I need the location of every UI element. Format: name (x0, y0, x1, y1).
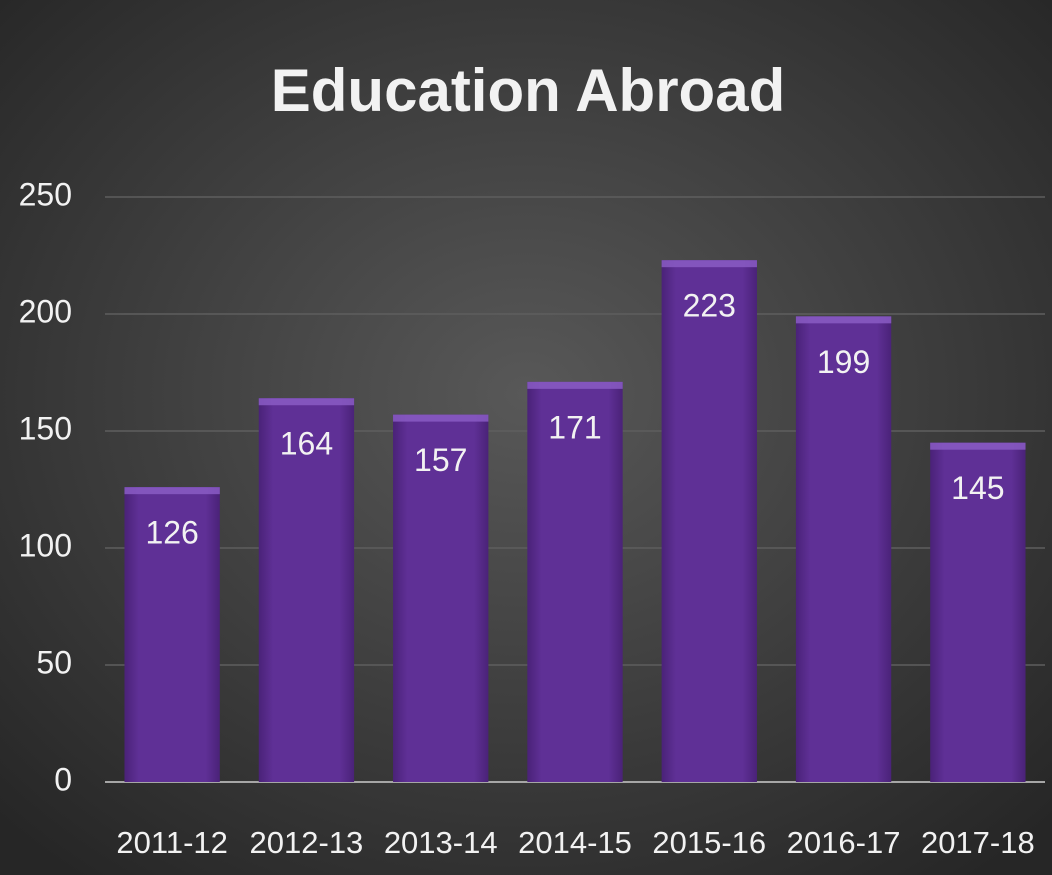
data-label: 171 (548, 409, 601, 445)
bar-bevel (258, 398, 355, 406)
x-tick-label: 2015-16 (652, 825, 766, 860)
y-tick-label: 50 (36, 644, 72, 680)
bar-bevel (393, 414, 489, 422)
bar (795, 316, 892, 782)
x-tick-label: 2014-15 (518, 825, 632, 860)
y-tick-label: 0 (54, 761, 72, 797)
bar-bevel (124, 487, 220, 495)
x-tick-label: 2012-13 (250, 825, 364, 860)
bar-bevel (930, 442, 1026, 450)
y-tick-label: 150 (19, 410, 72, 446)
x-tick-label: 2013-14 (384, 825, 498, 860)
x-tick-label: 2016-17 (787, 825, 901, 860)
bar (527, 381, 623, 782)
y-tick-label: 100 (19, 527, 72, 563)
data-label: 199 (817, 344, 870, 380)
data-label: 164 (280, 426, 333, 462)
chart-title: Education Abroad (271, 57, 785, 124)
bar (124, 487, 220, 782)
bar (661, 260, 757, 782)
bar-bevel (527, 381, 623, 389)
bar-bevel (661, 260, 757, 268)
x-tick-label: 2011-12 (116, 825, 227, 860)
data-label: 223 (683, 288, 736, 324)
data-label: 157 (414, 442, 467, 478)
bar (930, 442, 1026, 782)
y-tick-label: 250 (19, 176, 72, 212)
data-label: 126 (145, 515, 198, 551)
bar (258, 398, 355, 782)
bar-bevel (795, 316, 892, 324)
data-label: 145 (951, 470, 1004, 506)
y-tick-label: 200 (19, 293, 72, 329)
bar (393, 414, 489, 782)
x-tick-label: 2017-18 (921, 825, 1035, 860)
